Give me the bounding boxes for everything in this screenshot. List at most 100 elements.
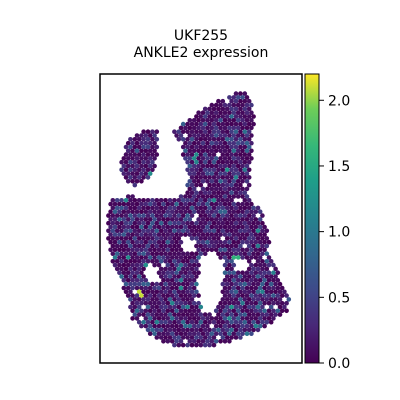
expression-spot: [172, 266, 177, 272]
expression-spot: [249, 201, 254, 207]
expression-spot: [233, 319, 239, 325]
expression-spot: [169, 224, 175, 230]
expression-spot: [253, 293, 259, 298]
expression-spot: [211, 327, 217, 333]
expression-spot: [207, 198, 212, 203]
expression-spot: [169, 262, 175, 268]
expression-spot: [163, 251, 168, 256]
expression-spot: [163, 304, 168, 310]
expression-spot: [106, 228, 111, 234]
expression-spot: [202, 228, 208, 234]
expression-spot: [202, 137, 208, 142]
expression-spot: [229, 182, 234, 188]
expression-spot: [198, 144, 204, 150]
expression-spot: [194, 205, 199, 211]
expression-spot: [145, 304, 151, 310]
expression-spot: [165, 201, 171, 207]
expression-spot: [213, 209, 219, 214]
expression-spot: [150, 144, 155, 150]
expression-spot: [128, 152, 133, 157]
expression-spot: [156, 323, 162, 329]
expression-spot: [200, 179, 206, 184]
expression-spot: [139, 163, 144, 169]
expression-spot: [229, 190, 234, 195]
expression-spot: [178, 239, 184, 245]
expression-spot: [191, 148, 197, 154]
expression-spot: [200, 209, 206, 214]
expression-spot: [156, 300, 162, 306]
expression-spot: [251, 220, 256, 226]
expression-spot: [183, 194, 188, 199]
expression-spot: [264, 297, 270, 302]
expression-spot: [123, 167, 129, 173]
expression-spot: [194, 342, 199, 348]
expression-spot: [211, 121, 217, 127]
expression-spot: [176, 236, 182, 241]
expression-spot: [187, 125, 193, 131]
expression-spot: [224, 167, 230, 173]
expression-spot: [158, 319, 164, 325]
expression-spot: [224, 152, 230, 157]
expression-spot: [110, 228, 116, 234]
expression-spot: [158, 297, 164, 302]
expression-spot: [213, 179, 219, 184]
expression-spot: [200, 148, 206, 154]
expression-spot: [112, 232, 118, 237]
expression-spot: [189, 137, 195, 142]
expression-spot: [117, 262, 122, 268]
expression-spot: [152, 239, 157, 245]
expression-spot: [202, 205, 208, 211]
expression-spot: [132, 297, 138, 302]
expression-spot: [134, 262, 140, 268]
expression-spot: [178, 278, 184, 283]
expression-spot: [150, 129, 155, 134]
expression-spot: [227, 163, 232, 169]
expression-spot: [209, 316, 215, 321]
expression-spot: [264, 312, 270, 317]
expression-spot: [229, 98, 234, 104]
expression-spot: [271, 316, 276, 321]
expression-spot: [200, 163, 206, 169]
expression-spot: [172, 274, 177, 279]
expression-spot: [227, 331, 232, 337]
expression-spot: [255, 259, 261, 264]
expression-spot: [194, 312, 199, 317]
expression-spot: [117, 247, 122, 253]
expression-spot: [246, 281, 252, 287]
expression-spot: [257, 209, 263, 214]
expression-spot: [207, 144, 212, 150]
expression-spot: [257, 217, 263, 222]
expression-spot: [132, 213, 138, 218]
expression-spot: [240, 323, 245, 329]
expression-spot: [218, 194, 223, 199]
expression-spot: [187, 285, 193, 291]
expression-spot: [174, 331, 179, 337]
expression-spot: [231, 323, 237, 329]
expression-spot: [244, 270, 250, 276]
expression-spot: [242, 129, 248, 134]
expression-spot: [266, 278, 272, 283]
expression-spot: [174, 209, 179, 214]
expression-spot: [231, 102, 237, 108]
expression-spot: [167, 220, 173, 226]
expression-spot: [233, 175, 239, 180]
expression-spot: [141, 137, 146, 142]
expression-spot: [235, 224, 241, 230]
expression-spot: [279, 293, 285, 298]
expression-spot: [216, 121, 221, 127]
expression-spot: [198, 159, 204, 165]
expression-spot: [161, 316, 166, 321]
expression-spot: [255, 228, 261, 234]
expression-spot: [249, 247, 254, 253]
expression-spot: [260, 297, 265, 302]
expression-spot: [255, 274, 261, 279]
expression-spot: [242, 175, 248, 180]
expression-spot: [207, 236, 212, 241]
expression-spot: [246, 236, 252, 241]
expression-spot: [227, 140, 232, 146]
expression-spot: [154, 327, 160, 333]
expression-spot: [180, 121, 186, 127]
expression-spot: [205, 179, 210, 184]
expression-spot: [130, 171, 135, 176]
expression-spot: [139, 239, 144, 245]
